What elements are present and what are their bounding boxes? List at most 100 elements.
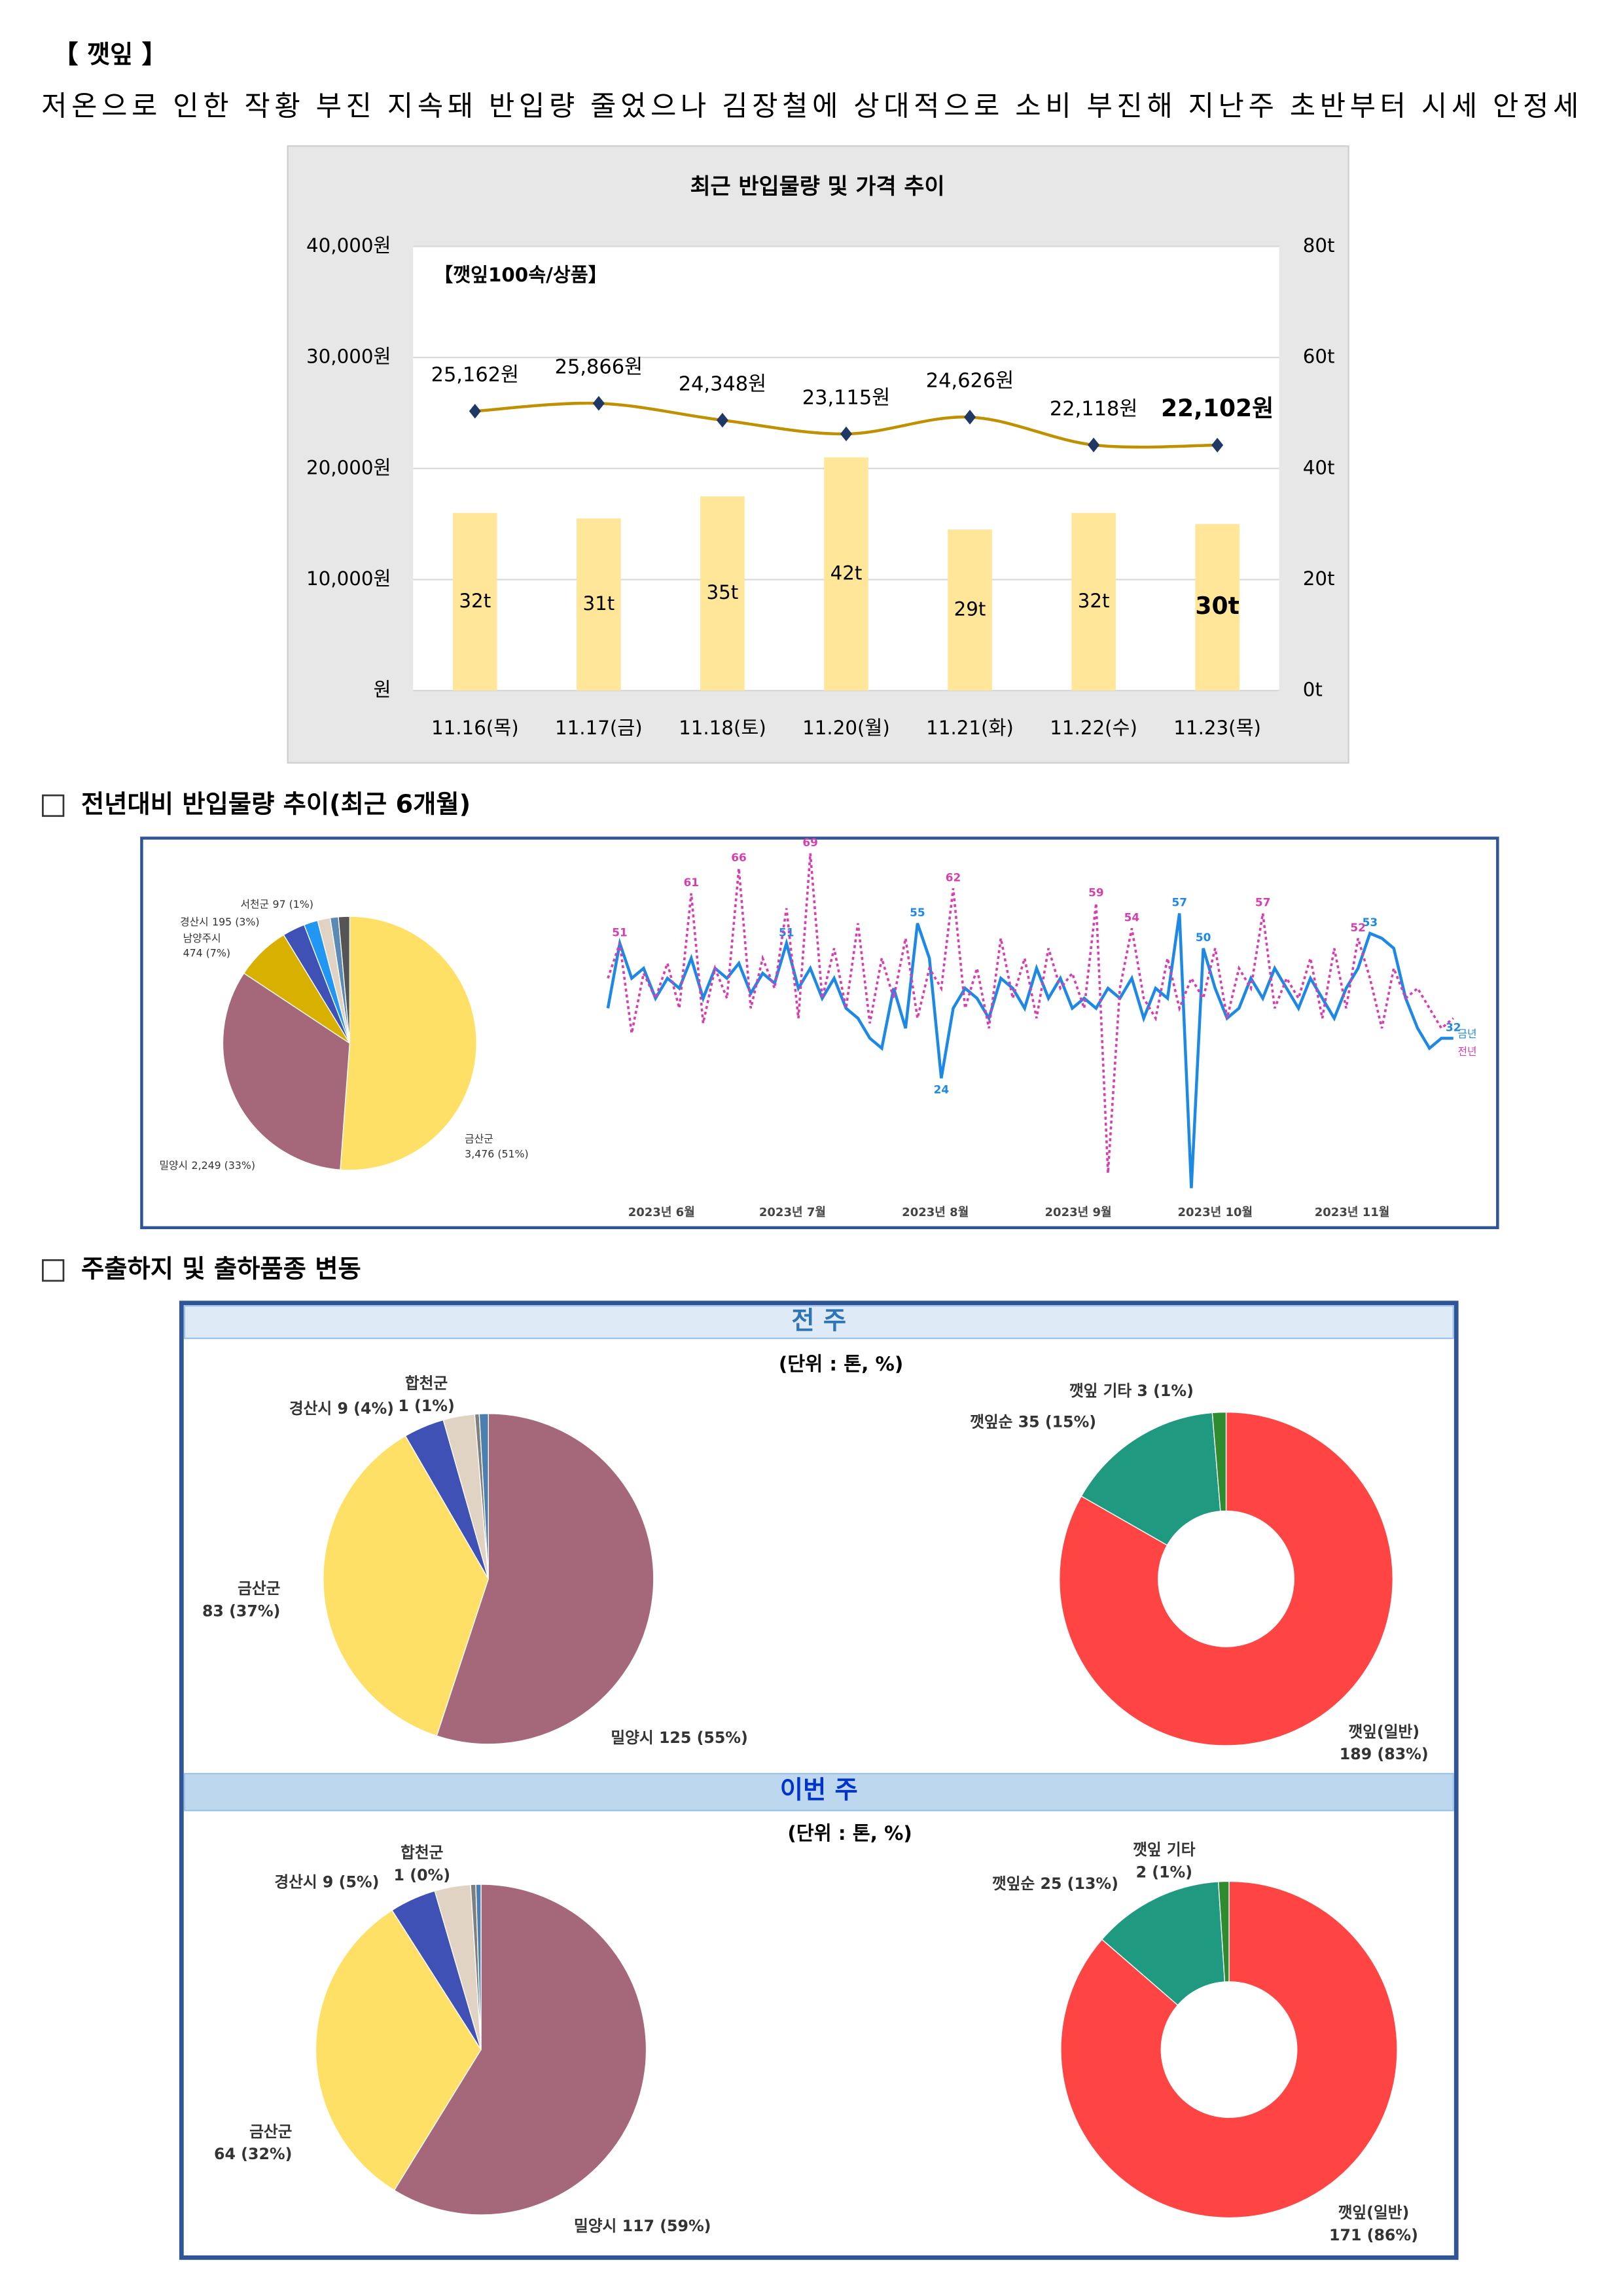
- slice-category: 경산시: [274, 1873, 317, 1891]
- marker: [964, 410, 976, 425]
- panel-band: [183, 1772, 1454, 1812]
- data-label: 24,348원: [679, 372, 766, 395]
- donut-slice: [1059, 1411, 1393, 1746]
- data-label: 31t: [582, 592, 615, 615]
- slice-label: 밀양시 2,249 (33%): [160, 1159, 256, 1172]
- donut-slice: [1060, 1880, 1398, 2219]
- slice-category: 합천군: [401, 1843, 443, 1861]
- donut-slice: [1211, 1411, 1227, 1512]
- data-label: 22,118원: [1050, 397, 1137, 420]
- slice-label: 서천군 97 (1%): [241, 898, 313, 910]
- slice-label: 밀양시 117 (59%): [574, 2217, 711, 2235]
- slice-value: 2 (1%): [1136, 1863, 1192, 1881]
- legend-label: 전년: [1457, 1045, 1476, 1058]
- slice-category: 깻잎(일반): [1338, 2203, 1410, 2221]
- slice-category: 금산군: [238, 1579, 280, 1598]
- slice-label: 경산시 9 (4%): [289, 1399, 394, 1418]
- slice-label: 경산시 9 (5%): [274, 1873, 379, 1891]
- data-label: 35t: [707, 581, 739, 603]
- slice-category: 밀양시: [574, 2217, 616, 2235]
- data-label: 50: [1196, 931, 1211, 944]
- y-tick-label: 10,000원: [306, 567, 391, 590]
- slice-value: 125 (55%): [659, 1728, 748, 1746]
- checkbox: [42, 1259, 65, 1282]
- data-label: 61: [683, 876, 699, 889]
- bar: [1071, 512, 1116, 691]
- slice-category: 경산시: [180, 916, 209, 928]
- pie-slice: [315, 1909, 482, 2191]
- data-label: 32: [1446, 1021, 1461, 1034]
- x-tick-label: 2023년 7월: [759, 1206, 826, 1219]
- panel-band: [183, 1305, 1454, 1339]
- slice-label: 금산군 83 (37%): [202, 1579, 280, 1620]
- x-tick-label: 11.21(화): [926, 717, 1014, 739]
- data-label: 22,102원: [1161, 395, 1274, 422]
- slice-value: 25 (13%): [1041, 1874, 1118, 1892]
- slice-value: 35 (15%): [1018, 1412, 1096, 1431]
- legend-label: 금년: [1457, 1028, 1476, 1040]
- slice-category: 밀양시: [160, 1159, 188, 1172]
- data-label: 52: [1350, 921, 1366, 934]
- section-title: 주출하지 및 출하품종 변동: [81, 1255, 361, 1284]
- slice-value: 171 (86%): [1329, 2226, 1418, 2244]
- pie-slice: [323, 1435, 490, 1736]
- slice-label: 깻잎(일반) 189 (83%): [1340, 1722, 1429, 1763]
- pie-slice: [478, 1413, 489, 1579]
- slice-value: 117 (59%): [622, 2217, 711, 2235]
- data-label: 51: [779, 925, 794, 939]
- data-label: 66: [731, 851, 747, 864]
- data-label: 55: [910, 906, 925, 919]
- pie-slice: [436, 1413, 654, 1745]
- slice-label: 깻잎 기타 2 (1%): [1133, 1840, 1196, 1881]
- data-label: 54: [1124, 911, 1140, 924]
- bar: [948, 529, 992, 691]
- y2-tick-label: 40t: [1303, 456, 1335, 478]
- pie-slice: [393, 1884, 647, 2215]
- x-tick-label: 2023년 8월: [902, 1206, 969, 1219]
- x-tick-label: 11.20(월): [802, 717, 890, 739]
- slice-category: 남양주시: [183, 931, 221, 944]
- marker: [840, 426, 852, 442]
- unit-label: (단위 : 톤, %): [779, 1353, 903, 1375]
- marker: [1088, 437, 1100, 453]
- section-title: 전년대비 반입물량 추이(최근 6개월): [81, 789, 471, 819]
- x-tick-label: 11.18(토): [679, 717, 766, 739]
- slice-category: 깻잎 기타: [1069, 1381, 1132, 1399]
- y2-tick-label: 0t: [1303, 679, 1323, 701]
- page-title: 【 깻잎 】: [53, 40, 167, 69]
- data-label: 29t: [954, 598, 986, 620]
- slice-category: 서천군: [241, 898, 270, 910]
- slice-value: 64 (32%): [214, 2145, 292, 2163]
- pie-slice: [340, 916, 477, 1171]
- x-tick-label: 2023년 6월: [628, 1206, 695, 1219]
- marker: [1211, 437, 1224, 453]
- checkbox: [42, 794, 65, 817]
- y-tick-label: 20,000원: [306, 456, 391, 478]
- y2-tick-label: 80t: [1303, 234, 1335, 257]
- pie-slice: [475, 1884, 482, 2050]
- unit-label: (단위 : 톤, %): [787, 1822, 912, 1844]
- bar: [1195, 524, 1240, 691]
- data-label: 62: [946, 870, 961, 884]
- slice-category: 합천군: [405, 1374, 448, 1392]
- data-label: 42t: [830, 562, 863, 584]
- slice-label: 밀양시 125 (55%): [611, 1728, 747, 1746]
- data-label: 24: [934, 1083, 950, 1096]
- marker: [716, 412, 728, 428]
- y-tick-label: 30,000원: [306, 346, 391, 368]
- data-label: 57: [1255, 896, 1271, 909]
- x-tick-label: 11.17(금): [555, 717, 643, 739]
- slice-category: 금산군: [465, 1132, 493, 1145]
- donut-slice: [1101, 1881, 1226, 2006]
- slice-label: 깻잎(일반) 171 (86%): [1329, 2203, 1418, 2244]
- bar: [577, 518, 621, 691]
- chart-title: 최근 반입물량 및 가격 추이: [690, 173, 944, 199]
- slice-category: 밀양시: [611, 1728, 653, 1746]
- data-label: 32t: [1078, 590, 1110, 612]
- x-tick-label: 11.22(수): [1050, 717, 1137, 739]
- slice-value: 474 (7%): [183, 946, 230, 959]
- slice-value: 195 (3%): [212, 916, 259, 928]
- data-label: 25,866원: [555, 356, 643, 379]
- donut-slice: [1080, 1412, 1221, 1546]
